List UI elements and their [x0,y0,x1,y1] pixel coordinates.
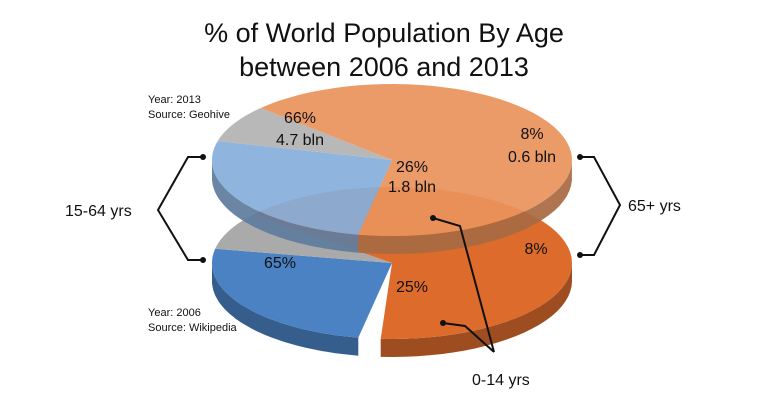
chart-title-line-2: between 2006 and 2013 [239,52,529,82]
bracket-dot [200,257,206,263]
label-2006-65-pct: 8% [524,241,547,258]
pointer-dot [430,215,436,221]
pointer-dot [440,320,446,326]
label-2013-0-14-pct: 26% [396,159,428,176]
callout-0-14: 0-14 yrs [472,372,530,389]
label-2013-0-14-value: 1.8 bln [388,179,436,196]
note-source-2013: Source: Geohive [148,109,230,121]
bracket-dot [577,252,583,258]
pie-2006-wall-0-14-yrs [212,262,359,356]
label-2013-65-value: 0.6 bln [508,149,556,166]
label-2013-15-64-pct: 66% [284,110,316,127]
callout-65plus: 65+ yrs [628,198,681,215]
pie-2013-slice-15-64-yrs [260,84,572,236]
bracket-15-64 [156,156,203,261]
pie-2006-wall-15-64-yrs [380,263,572,357]
pie-2013-slice-0-14-yrs [212,141,392,235]
pie-2013-wall-15-64-yrs [358,162,572,254]
label-2013-65-pct: 8% [520,126,543,143]
note-year-2013: Year: 2013 [148,94,201,106]
pie-2013 [212,84,572,254]
chart-title-line-1: % of World Population By Age [204,18,564,48]
pie-2013-slice-65-yrs [217,108,392,160]
pointer-0-14-2013 [432,217,495,353]
pointer-0-14-2006 [442,322,495,353]
label-2006-15-64-pct: 65% [264,255,296,272]
bracket-65plus [580,156,622,256]
note-source-2006: Source: Wikipedia [148,322,238,334]
label-2006-0-14-pct: 25% [396,279,428,296]
note-year-2006: Year: 2006 [148,307,201,319]
pie-2006-slice-0-14-yrs [212,248,392,338]
label-2013-15-64-value: 4.7 bln [276,132,324,149]
pie-2013-wall-0-14-yrs [212,159,359,253]
bracket-dot [200,154,206,160]
callout-15-64: 15-64 yrs [65,203,132,220]
bracket-dot [577,154,583,160]
